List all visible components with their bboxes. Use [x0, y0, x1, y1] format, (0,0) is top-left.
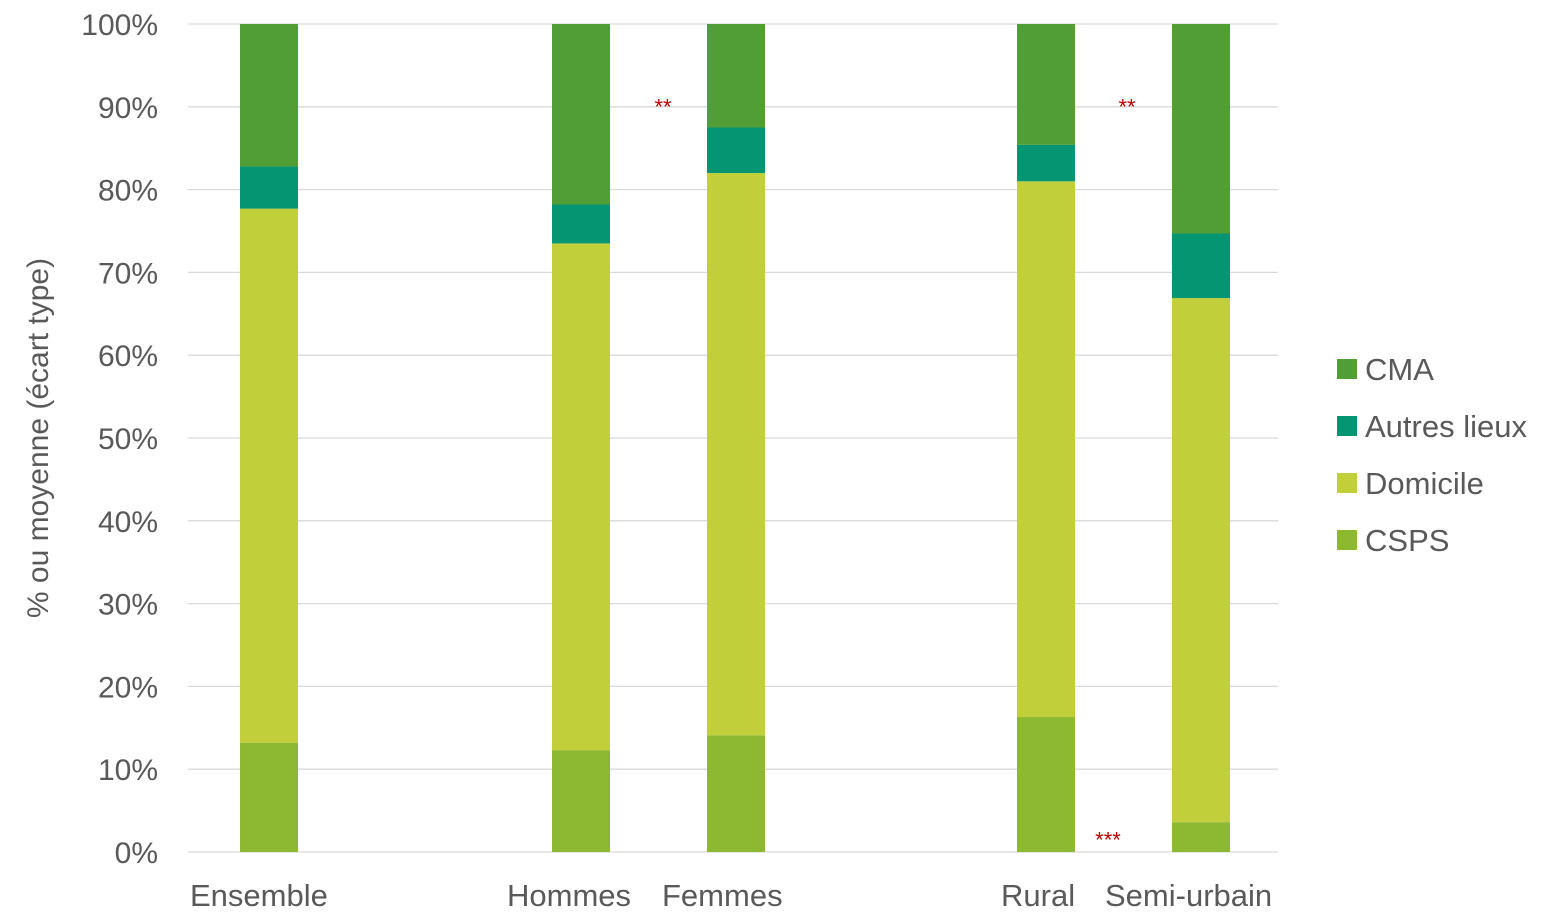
- bar-segment: [707, 127, 765, 174]
- x-category-label: Rural: [1001, 878, 1075, 912]
- legend-swatch: [1337, 473, 1357, 493]
- y-tick-label: 20%: [98, 671, 158, 704]
- y-tick-label: 0%: [115, 837, 158, 870]
- bar-segment: [552, 750, 610, 852]
- x-category-label: Ensemble: [190, 878, 328, 912]
- legend-swatch: [1337, 530, 1357, 550]
- y-tick-label: 70%: [98, 257, 158, 290]
- bar-segment: [1017, 144, 1075, 182]
- legend-swatch: [1337, 416, 1357, 436]
- significance-marker: ***: [1095, 827, 1121, 852]
- bar-segment: [240, 166, 298, 209]
- legend-label: Autres lieux: [1365, 409, 1527, 444]
- bar-segment: [1017, 181, 1075, 718]
- bar-segment: [240, 742, 298, 852]
- significance-annotations: ** *****: [654, 95, 1136, 853]
- x-category-label: Hommes: [507, 878, 631, 912]
- x-axis-categories: Ensemble Hommes Femmes Rural Semi-urbain: [190, 878, 1272, 912]
- significance-marker: **: [654, 95, 672, 120]
- y-tick-label: 10%: [98, 754, 158, 787]
- bar-segment: [240, 24, 298, 167]
- legend-swatch: [1337, 359, 1357, 379]
- bar-segment: [1172, 822, 1230, 852]
- y-axis-ticks: 0% 10% 20% 30% 40% 50% 60% 70% 80% 90% 100%: [81, 9, 158, 870]
- y-tick-label: 50%: [98, 423, 158, 456]
- y-tick-label: 40%: [98, 506, 158, 539]
- bar-segment: [707, 173, 765, 736]
- legend-label: CSPS: [1365, 523, 1449, 558]
- bar-segment: [707, 24, 765, 128]
- y-axis-title: % ou moyenne (écart type): [22, 258, 55, 618]
- bar-segment: [1172, 298, 1230, 823]
- bar-segment: [552, 243, 610, 751]
- bar-segment: [552, 204, 610, 244]
- bar-segment: [707, 735, 765, 852]
- y-tick-label: 80%: [98, 175, 158, 208]
- y-tick-label: 60%: [98, 340, 158, 373]
- bar-segment: [240, 208, 298, 743]
- y-tick-label: 30%: [98, 589, 158, 622]
- bars: [240, 24, 1230, 852]
- legend-label: CMA: [1365, 352, 1434, 387]
- y-tick-label: 90%: [98, 92, 158, 125]
- bar-segment: [1172, 233, 1230, 299]
- x-category-label: Femmes: [662, 878, 783, 912]
- bar-segment: [1172, 24, 1230, 234]
- x-category-label: Semi-urbain: [1105, 878, 1272, 912]
- legend-label: Domicile: [1365, 466, 1484, 501]
- bar-segment: [552, 24, 610, 205]
- y-tick-label: 100%: [81, 9, 158, 42]
- legend: CMA Autres lieux Domicile CSPS: [1337, 352, 1527, 558]
- bar-segment: [1017, 717, 1075, 852]
- significance-marker: **: [1118, 95, 1136, 120]
- bar-segment: [1017, 24, 1075, 145]
